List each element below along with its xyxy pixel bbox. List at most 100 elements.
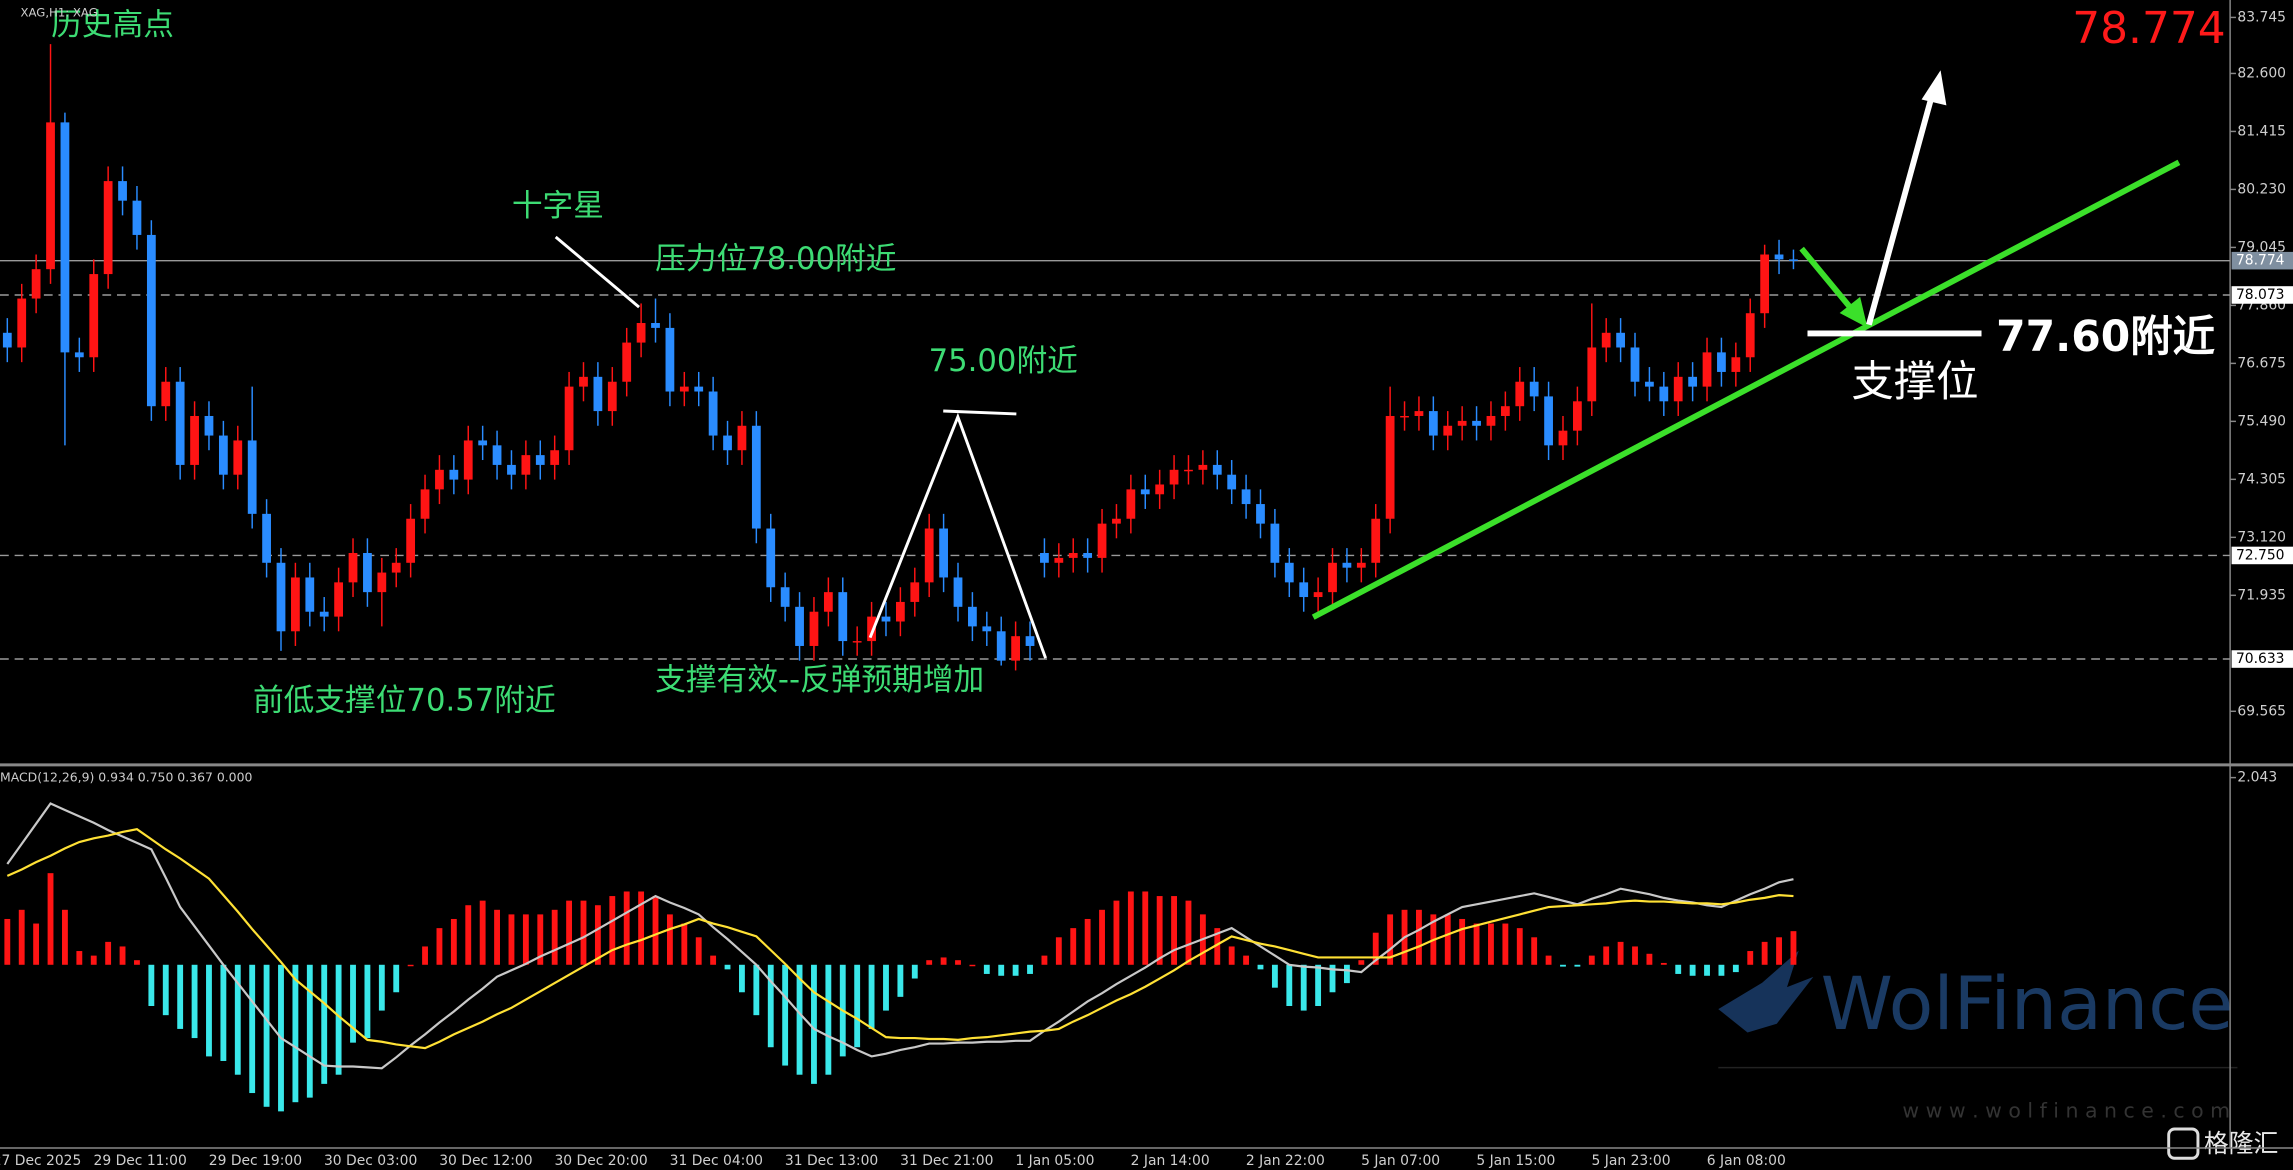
macd-bar <box>983 964 990 974</box>
candle-body <box>809 611 819 646</box>
source-name: 格隆汇 <box>2204 1129 2279 1158</box>
macd-bar <box>1027 964 1033 974</box>
candle-body <box>1558 430 1568 446</box>
candle-body <box>132 200 142 235</box>
macd-bar <box>1214 928 1221 965</box>
macd-bar <box>76 951 83 965</box>
down-arrow-head <box>1839 296 1868 328</box>
macd-bar <box>1387 914 1394 965</box>
macd-bar <box>854 964 861 1048</box>
x-tick-label: 2 Jan 14:00 <box>1131 1153 1210 1169</box>
candle-body <box>247 440 257 514</box>
macd-bar <box>1459 918 1466 965</box>
candle-body <box>823 592 833 612</box>
candle-body <box>291 577 300 632</box>
candle-body <box>363 552 372 593</box>
candle-body <box>795 606 804 646</box>
candle-body <box>1500 406 1510 416</box>
candle-body <box>1573 401 1582 431</box>
y-tick-label: 75.490 <box>2237 413 2286 429</box>
candle-body <box>233 440 243 475</box>
macd-bar <box>494 909 500 965</box>
macd-bar <box>1588 955 1595 965</box>
candle-body <box>1529 381 1539 397</box>
macd-line <box>6 802 1794 1070</box>
candle-body <box>982 626 992 632</box>
macd-bar <box>335 964 342 1075</box>
candle-body <box>1717 352 1726 372</box>
macd-bar <box>1243 955 1250 965</box>
x-tick-label: 30 Dec 20:00 <box>554 1153 647 1169</box>
macd-bar <box>1603 946 1610 965</box>
candle-body <box>895 601 905 622</box>
macd-line <box>6 828 1794 1050</box>
macd-bar <box>1171 896 1177 965</box>
macd-bar <box>1113 900 1120 965</box>
macd-bar <box>1617 941 1624 965</box>
candle-body <box>2 332 12 348</box>
candle-body <box>1169 469 1179 485</box>
candle-body <box>867 616 876 642</box>
macd-bar <box>62 909 68 965</box>
level-label-box <box>2231 251 2293 270</box>
y-tick-label: 76.675 <box>2237 355 2286 371</box>
candle-body <box>1645 381 1654 387</box>
candle-body <box>507 464 516 475</box>
macd-bar <box>234 964 241 1075</box>
candle-body <box>1212 464 1222 475</box>
triangle-lines <box>868 412 1047 659</box>
macd-bar <box>825 964 832 1075</box>
candle-body <box>766 528 776 588</box>
macd-bar <box>47 873 54 965</box>
candle-body <box>651 323 660 328</box>
candle-body <box>881 616 891 622</box>
macd-bar <box>623 891 630 965</box>
macd-bar <box>177 964 184 1029</box>
candle-body <box>1659 386 1669 402</box>
macd-bar <box>1545 955 1552 965</box>
candle-body <box>708 391 718 436</box>
macd-bar <box>955 960 961 965</box>
x-tick-label: 1 Jan 05:00 <box>1015 1153 1094 1169</box>
y-tick-label: 73.120 <box>2237 529 2286 545</box>
macd-bar <box>1444 914 1451 965</box>
candle-body <box>968 606 977 627</box>
candle-body <box>737 425 747 451</box>
macd-bar <box>911 964 918 979</box>
macd-bar <box>1473 923 1480 965</box>
macd-bar <box>1718 964 1725 976</box>
candle-body <box>146 234 156 407</box>
candle-body <box>478 440 488 446</box>
macd-bar <box>594 905 601 965</box>
macd-bar <box>796 964 803 1075</box>
x-tick-label: 5 Jan 23:00 <box>1592 1153 1671 1169</box>
macd-bar <box>1041 955 1048 965</box>
candle-body <box>377 572 387 593</box>
x-tick-label: 29 Dec 11:00 <box>94 1153 187 1169</box>
candle-body <box>1443 425 1453 436</box>
macd-bar <box>206 964 212 1057</box>
macd-bar <box>1358 960 1365 965</box>
level-label: 78.073 <box>2236 287 2285 303</box>
macd-bar <box>364 964 371 1039</box>
candle-body <box>751 425 761 529</box>
candle-body <box>1356 562 1366 568</box>
candle-body <box>593 376 603 412</box>
symbol-label: XAG,H1: XAG <box>20 6 97 20</box>
down-arrow <box>1799 246 1860 318</box>
annotation: 前低支撑位70.57附近 <box>253 683 556 718</box>
candle-body <box>852 641 862 643</box>
macd-bar <box>1012 964 1019 976</box>
macd-bar <box>450 918 457 965</box>
candle-body <box>74 352 84 358</box>
macd-bar <box>33 923 40 965</box>
candle-body <box>449 469 459 480</box>
macd-bar <box>782 964 789 1066</box>
candle-body <box>1126 489 1136 519</box>
candle-body <box>60 122 70 353</box>
candle-body <box>1587 347 1597 402</box>
candle-body <box>1083 552 1093 558</box>
annotation: 十字星 <box>512 189 604 224</box>
macd-bar <box>1675 964 1682 974</box>
